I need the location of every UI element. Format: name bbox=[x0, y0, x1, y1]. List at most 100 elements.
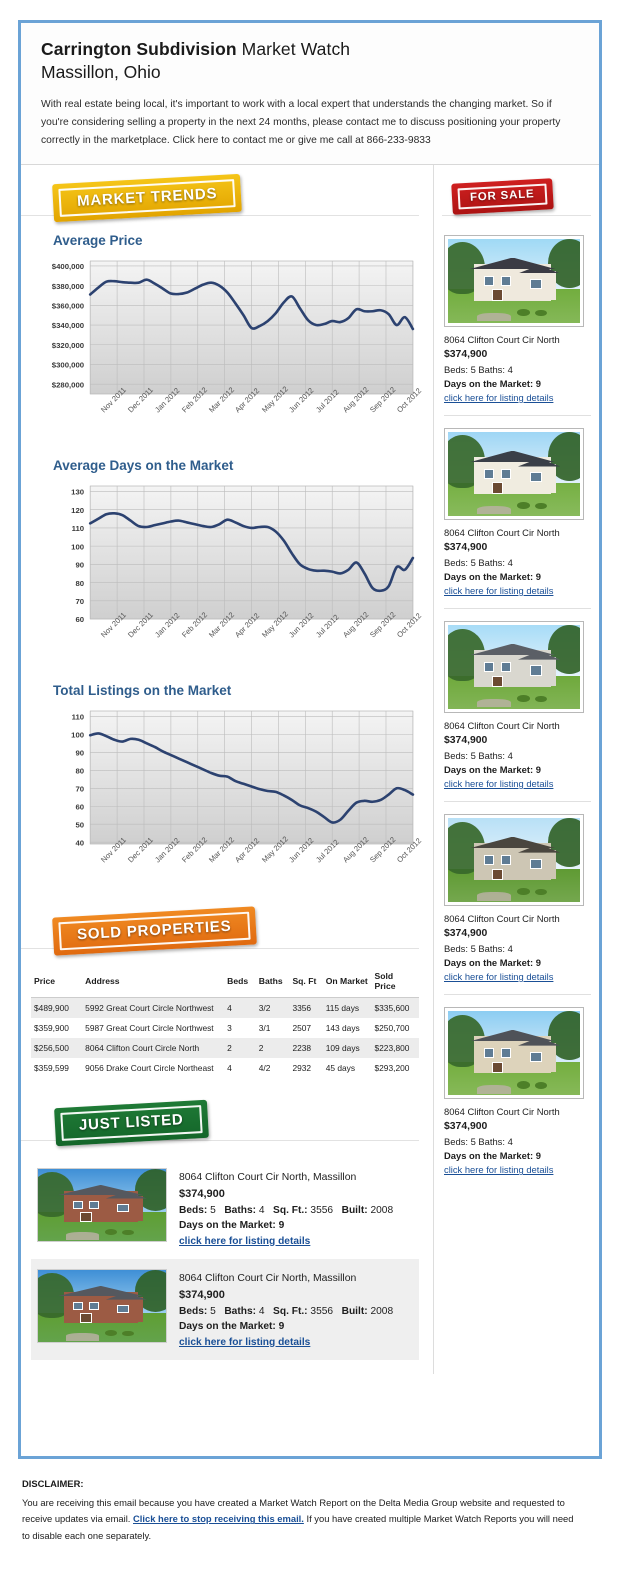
cell-address: 5987 Great Court Circle Northwest bbox=[85, 1023, 214, 1034]
svg-text:$380,000: $380,000 bbox=[52, 282, 84, 291]
banner-rule bbox=[21, 215, 419, 217]
banner-rule bbox=[442, 215, 591, 217]
cell-sqft: 2932 bbox=[292, 1063, 312, 1074]
listing-days-on-market: Days on the Market: 9 bbox=[179, 1321, 285, 1333]
listing-details-link[interactable]: click here for listing details bbox=[444, 585, 554, 597]
cell-price: $256,500 bbox=[31, 1038, 83, 1059]
for-sale-label: FOR SALE bbox=[457, 183, 548, 210]
listing-details-link[interactable]: click here for listing details bbox=[179, 1235, 311, 1247]
just-listed-label: JUST LISTED bbox=[60, 1105, 203, 1141]
listing-details-link[interactable]: click here for listing details bbox=[444, 1164, 554, 1176]
svg-text:100: 100 bbox=[71, 731, 84, 740]
chart-title: Average Days on the Market bbox=[53, 458, 234, 474]
listing-info: 8064 Clifton Court Cir North $374,900 Beds… bbox=[444, 719, 591, 791]
built-label: Built: bbox=[341, 1204, 368, 1216]
for-sale-card: 8064 Clifton Court Cir North $374,900 Beds… bbox=[444, 801, 591, 994]
listing-address: 8064 Clifton Court Cir North bbox=[444, 1106, 560, 1118]
cell-address: 5992 Great Court Circle Northwest bbox=[82, 997, 225, 1019]
listing-days-on-market: Days on the Market: 9 bbox=[444, 570, 541, 582]
cell-beds: 4 bbox=[224, 997, 256, 1019]
cell-sold-price: $335,600 bbox=[371, 997, 419, 1019]
listing-photo-inner bbox=[448, 818, 580, 903]
unsubscribe-link[interactable]: Click here to stop receiving this email. bbox=[133, 1513, 304, 1525]
listing-photo[interactable] bbox=[37, 1168, 167, 1243]
cell-sold-price: $293,200 bbox=[374, 1063, 410, 1074]
page-title: Carrington Subdivision Market Watch bbox=[41, 39, 579, 60]
col-price: Price bbox=[31, 966, 83, 999]
chart-title: Average Price bbox=[53, 233, 143, 249]
listing-address: 8064 Clifton Court Cir North, Massillon bbox=[179, 1273, 357, 1285]
just-listed-banner: JUST LISTED bbox=[21, 1099, 433, 1152]
svg-text:$400,000: $400,000 bbox=[52, 262, 84, 271]
page-subtitle: Massillon, Ohio bbox=[41, 62, 161, 82]
svg-text:60: 60 bbox=[75, 803, 84, 812]
listing-photo[interactable] bbox=[444, 235, 584, 328]
cell-baths: 3/1 bbox=[258, 1023, 271, 1034]
cell-address: 9056 Drake Court Circle Northeast bbox=[85, 1063, 214, 1074]
cell-on-market: 115 days bbox=[322, 997, 372, 1019]
beds-label: Beds: bbox=[179, 1204, 208, 1216]
report-frame: Carrington Subdivision Market Watch Mass… bbox=[18, 20, 602, 1459]
cell-price: $359,599 bbox=[34, 1063, 69, 1074]
listing-address: 8064 Clifton Court Cir North, Massillon bbox=[179, 1172, 357, 1184]
listing-info: 8064 Clifton Court Cir North $374,900 Beds… bbox=[444, 912, 591, 984]
just-listed-item: 8064 Clifton Court Cir North, Massillon $… bbox=[31, 1158, 419, 1259]
sqft-label: Sq. Ft.: bbox=[273, 1305, 308, 1317]
table-row: $256,500 8064 Clifton Court Circle North 2… bbox=[31, 1038, 419, 1059]
listing-price: $374,900 bbox=[179, 1288, 225, 1301]
cell-beds: 3 bbox=[227, 1023, 232, 1034]
svg-text:$360,000: $360,000 bbox=[52, 302, 84, 311]
listing-details-link[interactable]: click here for listing details bbox=[444, 391, 554, 403]
cell-on-market: 45 days bbox=[325, 1063, 356, 1074]
cell-sold-price: $223,800 bbox=[371, 1038, 419, 1059]
listing-photo[interactable] bbox=[444, 1007, 584, 1100]
listing-details-link[interactable]: click here for listing details bbox=[444, 778, 554, 790]
disclaimer-part1: You are receiving this email because you… bbox=[22, 1497, 565, 1525]
cell-price: $359,900 bbox=[34, 1023, 69, 1034]
baths-value: 4 bbox=[258, 1204, 265, 1216]
table-header-row: Price Address Beds Baths Sq. Ft On Marke… bbox=[31, 966, 419, 999]
listing-beds-baths: Beds: 5 Baths: 4 bbox=[444, 1135, 513, 1147]
svg-text:90: 90 bbox=[75, 561, 84, 570]
listing-photo[interactable] bbox=[444, 621, 584, 714]
chart-x-axis-labels: Nov 2011 Dec 2011 Jan 2012 Feb 2012 Mar 2012… bbox=[31, 384, 423, 452]
listing-photo-inner bbox=[448, 432, 580, 517]
chart-x-axis-labels: Nov 2011 Dec 2011 Jan 2012 Feb 2012 Mar 2012… bbox=[31, 609, 423, 677]
listing-info: 8064 Clifton Court Cir North, Massillon $… bbox=[179, 1168, 393, 1249]
chart-canvas: 60 70 80 90 100 110 120 130 bbox=[71, 485, 415, 624]
col-address: Address bbox=[82, 966, 225, 999]
banner-rule bbox=[21, 1140, 419, 1142]
listing-address: 8064 Clifton Court Cir North bbox=[444, 720, 560, 732]
svg-text:50: 50 bbox=[75, 821, 84, 830]
cell-on-market: 109 days bbox=[322, 1038, 372, 1059]
svg-text:110: 110 bbox=[72, 713, 85, 722]
svg-text:60: 60 bbox=[75, 615, 84, 624]
baths-label: Baths: bbox=[224, 1204, 257, 1216]
svg-text:130: 130 bbox=[71, 488, 84, 497]
market-trends-label: MARKET TRENDS bbox=[58, 179, 237, 217]
for-sale-card: 8064 Clifton Court Cir North $374,900 Beds… bbox=[444, 231, 591, 415]
for-sale-list: 8064 Clifton Court Cir North $374,900 Beds… bbox=[434, 231, 599, 1199]
cell-address: 8064 Clifton Court Circle North bbox=[82, 1038, 225, 1059]
cell-sqft: 2507 bbox=[292, 1023, 312, 1034]
cell-sqft: 2238 bbox=[289, 1038, 323, 1059]
listing-photo[interactable] bbox=[37, 1269, 167, 1344]
built-value: 2008 bbox=[370, 1204, 394, 1216]
for-sale-banner: FOR SALE bbox=[434, 178, 599, 227]
listing-price: $374,900 bbox=[444, 735, 488, 747]
listing-info: 8064 Clifton Court Cir North, Massillon $… bbox=[179, 1269, 393, 1350]
cell-on-market: 143 days bbox=[325, 1023, 360, 1034]
listing-photo[interactable] bbox=[444, 814, 584, 907]
listing-photo[interactable] bbox=[444, 428, 584, 521]
cell-price: $489,900 bbox=[31, 997, 83, 1019]
svg-text:70: 70 bbox=[75, 597, 84, 606]
svg-text:110: 110 bbox=[72, 524, 85, 533]
listing-photo-inner bbox=[448, 239, 580, 324]
svg-text:80: 80 bbox=[75, 579, 84, 588]
beds-label: Beds: bbox=[179, 1305, 208, 1317]
listing-specs: Beds: 5 Baths: 4 Sq. Ft.: 3556 Built: 20… bbox=[179, 1304, 393, 1320]
listing-details-link[interactable]: click here for listing details bbox=[444, 971, 554, 983]
listing-details-link[interactable]: click here for listing details bbox=[179, 1336, 311, 1348]
beds-value: 5 bbox=[210, 1204, 216, 1216]
